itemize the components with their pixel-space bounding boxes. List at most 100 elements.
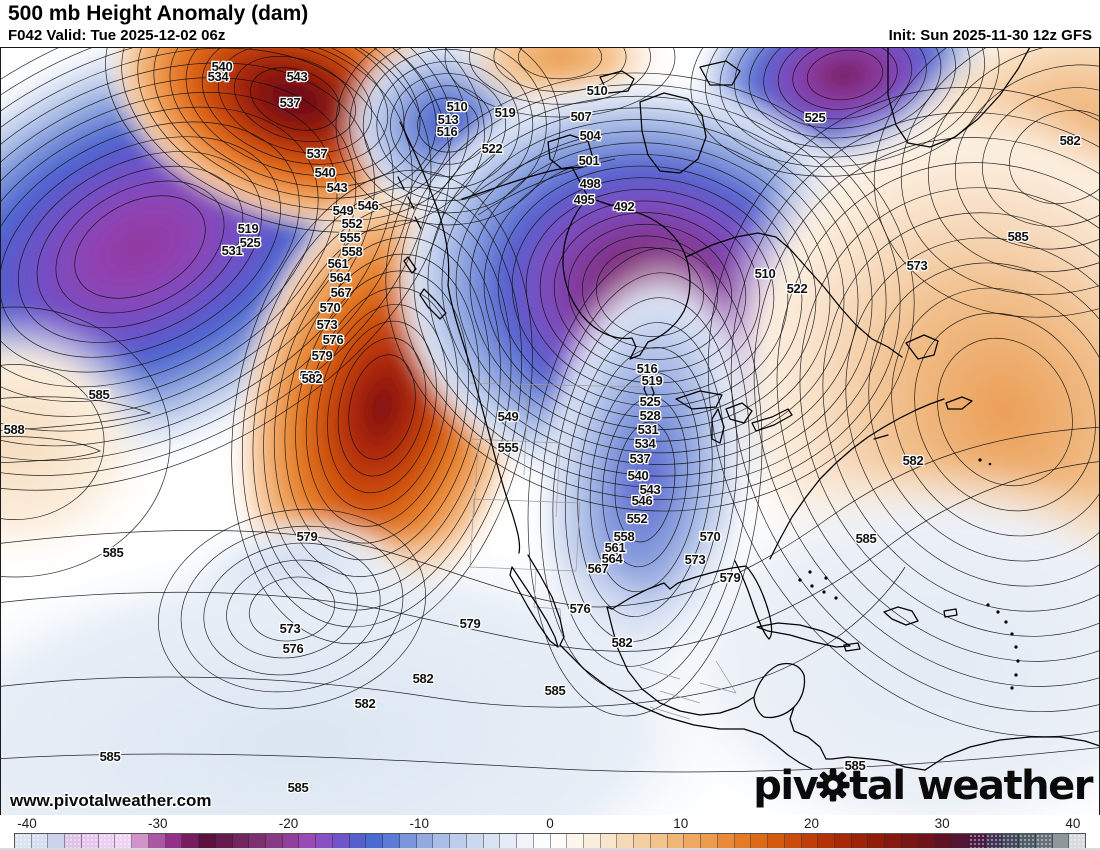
colorbar-cell xyxy=(249,834,267,848)
colorbar-cell xyxy=(918,834,936,848)
colorbar-bar xyxy=(14,833,1086,849)
colorbar: -40 -30 -20 -10 0 10 20 30 40 xyxy=(0,815,1100,850)
contour-label: 573 xyxy=(280,621,301,636)
contour-label: 540 xyxy=(315,165,336,180)
contour-label: 492 xyxy=(614,199,635,214)
contour-label: 573 xyxy=(317,317,338,332)
pivotal-weather-logo: piv tal weather xyxy=(753,763,1093,809)
colorbar-cell xyxy=(483,834,501,848)
colorbar-cell xyxy=(132,834,149,848)
contour-label: 546 xyxy=(358,198,379,213)
contour-label: 573 xyxy=(685,552,706,567)
contour-label: 567 xyxy=(588,561,609,576)
colorbar-cell xyxy=(31,834,49,848)
contour-label: 504 xyxy=(580,128,602,143)
page-title: 500 mb Height Anomaly (dam) xyxy=(8,2,309,25)
colorbar-cell xyxy=(818,834,835,848)
anomaly-region-left-edge-warm xyxy=(0,307,170,577)
contour-label: 582 xyxy=(355,696,376,711)
colorbar-cell xyxy=(182,834,200,848)
contour-label: 588 xyxy=(4,422,25,437)
contour-label: 510 xyxy=(587,83,608,98)
coastlines xyxy=(397,47,1100,771)
colorbar-cell xyxy=(299,834,317,848)
colorbar-cell xyxy=(199,834,216,848)
colorbar-tick-label: -10 xyxy=(409,816,430,831)
contour-label: 582 xyxy=(1060,133,1081,148)
colorbar-cell xyxy=(667,834,685,848)
colorbar-cell xyxy=(98,834,116,848)
colorbar-cell xyxy=(751,834,769,848)
colorbar-cell xyxy=(450,834,467,848)
contour-label: 582 xyxy=(903,453,924,468)
contour-label: 585 xyxy=(856,531,877,546)
colorbar-cell xyxy=(148,834,166,848)
contour-label: 546 xyxy=(632,493,653,508)
contour-label: 570 xyxy=(700,529,721,544)
anomaly-region-southeast-tint xyxy=(635,457,1100,817)
contour-label: 537 xyxy=(280,95,301,110)
colorbar-cell xyxy=(81,834,99,848)
model-init-label: Init: Sun 2025-11-30 12z GFS xyxy=(888,27,1092,44)
contour-label: 558 xyxy=(614,529,635,544)
contour-label: 582 xyxy=(302,371,323,386)
contour-label: 519 xyxy=(495,105,516,120)
colorbar-cell xyxy=(784,834,802,848)
colorbar-tick-label: -20 xyxy=(278,816,299,831)
contour-label: 510 xyxy=(755,266,776,281)
colorbar-cell xyxy=(901,834,919,848)
colorbar-cell xyxy=(232,834,250,848)
contour-label: 531 xyxy=(638,422,659,437)
colorbar-cell xyxy=(634,834,651,848)
colorbar-cell xyxy=(416,834,434,848)
colorbar-cell xyxy=(466,834,484,848)
colorbar-cell xyxy=(349,834,367,848)
contour-label: 543 xyxy=(287,69,308,84)
colorbar-cell xyxy=(48,834,66,848)
colorbar-cell xyxy=(701,834,718,848)
colorbar-cell xyxy=(851,834,869,848)
colorbar-cell xyxy=(215,834,233,848)
contour-label: 579 xyxy=(460,616,481,631)
colorbar-cell xyxy=(684,834,702,848)
colorbar-cell xyxy=(834,834,852,848)
contour-label: 573 xyxy=(907,258,928,273)
colorbar-cell xyxy=(550,834,568,848)
colorbar-tick-label: 20 xyxy=(803,816,819,831)
contour-label: 519 xyxy=(642,373,663,388)
contour-flow-layer xyxy=(0,138,1100,773)
contour-label: 585 xyxy=(288,780,309,795)
contour-label: 543 xyxy=(640,482,661,497)
contour-label: 585 xyxy=(100,749,121,764)
logo-text-right: tal weather xyxy=(849,763,1093,809)
colorbar-cell xyxy=(935,834,953,848)
contour-label: 564 xyxy=(330,270,352,285)
colorbar-cell xyxy=(533,834,551,848)
contour-rings-layer xyxy=(0,47,1100,737)
colorbar-cell xyxy=(868,834,886,848)
colorbar-tick-label: -30 xyxy=(148,816,168,831)
contour-label: 555 xyxy=(498,440,519,455)
colorbar-cell xyxy=(734,834,752,848)
colorbar-cell xyxy=(500,834,518,848)
colorbar-cell xyxy=(282,834,300,848)
contour-label: 498 xyxy=(580,176,601,191)
colorbar-cell xyxy=(65,834,82,848)
forecast-valid-label: F042 Valid: Tue 2025-12-02 06z xyxy=(8,27,226,44)
contour-label: 585 xyxy=(545,683,566,698)
contour-label: 528 xyxy=(640,408,661,423)
colorbar-cell xyxy=(332,834,350,848)
colorbar-cell xyxy=(1052,834,1070,848)
contour-label: 585 xyxy=(103,545,124,560)
gear-icon xyxy=(816,768,850,802)
colorbar-cell xyxy=(366,834,384,848)
logo-text-left: piv xyxy=(753,763,818,809)
colorbar-cell xyxy=(600,834,618,848)
contour-label: 507 xyxy=(571,109,592,124)
contour-label: 579 xyxy=(720,570,741,585)
colorbar-cell xyxy=(801,834,819,848)
contour-label: 549 xyxy=(333,203,354,218)
contour-label: 549 xyxy=(498,409,519,424)
